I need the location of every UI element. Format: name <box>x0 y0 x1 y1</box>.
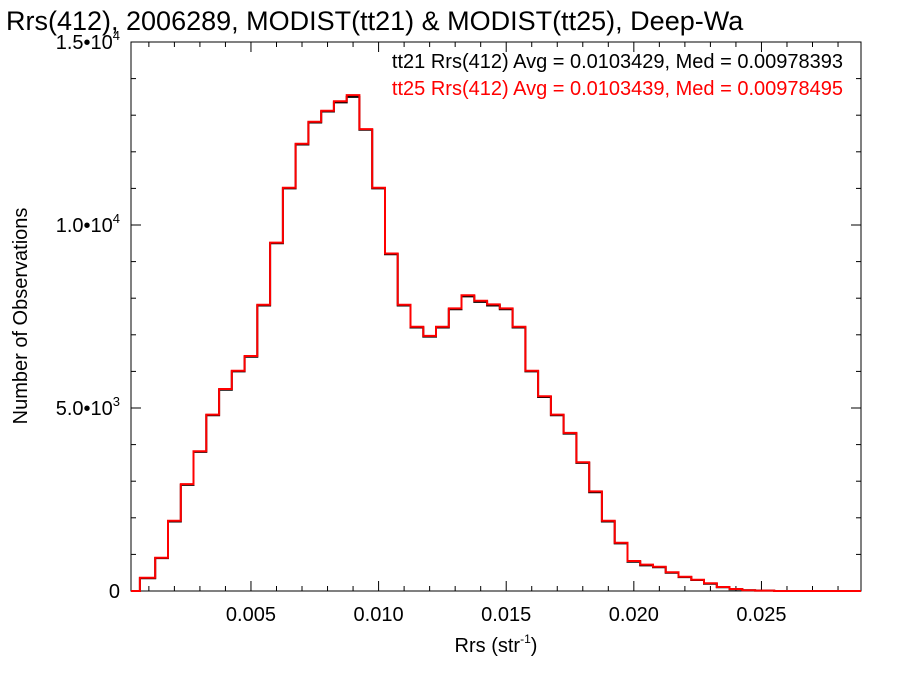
x-axis-label-main: Rrs (str <box>455 635 521 657</box>
chart-title: Rrs(412), 2006289, MODIST(tt21) & MODIST… <box>6 6 744 36</box>
y-tick-label: 1.5•104 <box>56 28 120 54</box>
plot-frame <box>130 41 862 592</box>
y-tick-label: 5.0•103 <box>56 394 120 420</box>
series-tt25-line <box>131 94 861 592</box>
y-axis-label: Number of Observations <box>10 208 32 425</box>
y-tick-label: 0 <box>109 581 120 603</box>
x-tick-label: 0.010 <box>354 604 404 626</box>
x-axis-label: Rrs (str-1) <box>455 632 538 657</box>
annotation-tt21: tt21 Rrs(412) Avg = 0.0103429, Med = 0.0… <box>392 51 843 73</box>
series-layer <box>131 94 861 592</box>
annotation-tt25: tt25 Rrs(412) Avg = 0.0103439, Med = 0.0… <box>392 78 843 100</box>
x-axis-label-close: ) <box>531 635 538 657</box>
series-tt21-line <box>131 95 861 592</box>
x-axis-label-sup: -1 <box>520 632 531 646</box>
y-tick-label: 1.0•104 <box>56 211 120 237</box>
y-axis: 0 5.0•103 1.0•104 1.5•104 <box>56 28 861 603</box>
x-tick-label: 0.005 <box>226 604 276 626</box>
x-tick-label: 0.020 <box>609 604 659 626</box>
x-axis: 0.005 0.010 0.015 0.020 0.025 <box>148 42 839 626</box>
x-tick-label: 0.025 <box>736 604 786 626</box>
x-tick-label: 0.015 <box>481 604 531 626</box>
